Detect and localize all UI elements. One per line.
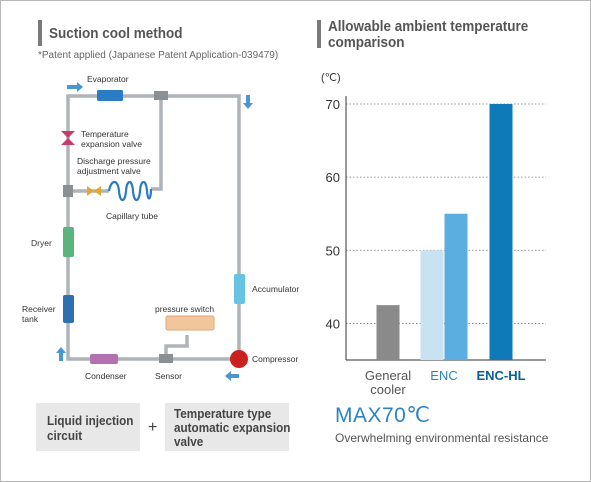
label-dryer: Dryer — [31, 238, 52, 248]
receiver-tank — [63, 295, 74, 323]
refrigeration-circuit-diagram — [56, 82, 253, 381]
box2-line2: automatic expansion — [174, 420, 291, 435]
category-label: General — [365, 368, 411, 383]
box1-line1: Liquid injection — [47, 413, 134, 428]
right-title-bar — [317, 20, 321, 48]
arrow-down-icon — [243, 95, 253, 109]
arrow-left-icon — [225, 371, 239, 381]
pressure-switch — [165, 315, 215, 331]
right-title-line2: comparison — [328, 34, 405, 51]
tee-fitting — [154, 91, 168, 100]
evaporator — [97, 90, 123, 101]
label-dpav-2: adjustment valve — [77, 166, 141, 176]
y-tick-label: 60 — [326, 170, 340, 185]
chart-bar — [489, 104, 513, 360]
label-condenser: Condenser — [85, 371, 127, 381]
expansion-valve-box — [165, 403, 289, 451]
category-label: ENC-HL — [476, 368, 525, 383]
label-receiver-1: Receiver — [22, 304, 56, 314]
y-tick-label: 50 — [326, 243, 340, 258]
patent-note: *Patent applied (Japanese Patent Applica… — [38, 50, 279, 61]
capillary-tube-coil — [107, 180, 153, 202]
left-title-bar — [38, 20, 42, 46]
left-title: Suction cool method — [49, 25, 183, 42]
label-dpav-1: Discharge pressure — [77, 156, 151, 166]
plus-sign: + — [148, 419, 158, 436]
arrow-up-icon — [56, 347, 66, 361]
compressor — [230, 350, 248, 368]
axis-unit: (℃) — [321, 72, 341, 84]
label-compressor: Compressor — [252, 354, 299, 364]
y-tick-label: 40 — [326, 316, 340, 331]
tee-fitting — [63, 185, 73, 197]
chart-subtitle: Overwhelming environmental resistance — [335, 431, 549, 445]
label-tev-2: expansion valve — [81, 139, 142, 149]
chart-bar — [376, 305, 400, 360]
flow-arrows — [56, 82, 253, 381]
chart-bar — [420, 250, 444, 360]
label-receiver-2: tank — [22, 314, 39, 324]
accumulator — [234, 274, 245, 304]
max-temperature-text: MAX70℃ — [335, 404, 431, 427]
tee-fitting — [159, 354, 173, 363]
dryer — [63, 227, 74, 257]
condenser — [90, 354, 118, 364]
arrow-right-icon — [67, 82, 83, 92]
label-accumulator: Accumulator — [252, 284, 300, 294]
pressure-valve-icon — [87, 186, 101, 196]
label-capillary: Capillary tube — [106, 211, 158, 221]
label-tev-1: Temperature — [81, 129, 129, 139]
right-title-line1: Allowable ambient temperature — [328, 18, 529, 35]
label-pressure-switch: pressure switch — [155, 304, 215, 314]
box2-line3: valve — [174, 434, 204, 449]
label-evaporator: Evaporator — [87, 74, 129, 84]
label-sensor: Sensor — [155, 371, 182, 381]
expansion-valve-icon — [61, 131, 75, 145]
category-label: ENC — [430, 368, 457, 383]
category-label: cooler — [370, 382, 406, 397]
box1-line2: circuit — [47, 428, 83, 443]
chart-bar — [444, 213, 468, 360]
box2-line1: Temperature type — [174, 406, 272, 421]
liquid-injection-box — [36, 403, 140, 451]
y-tick-label: 70 — [326, 97, 340, 112]
